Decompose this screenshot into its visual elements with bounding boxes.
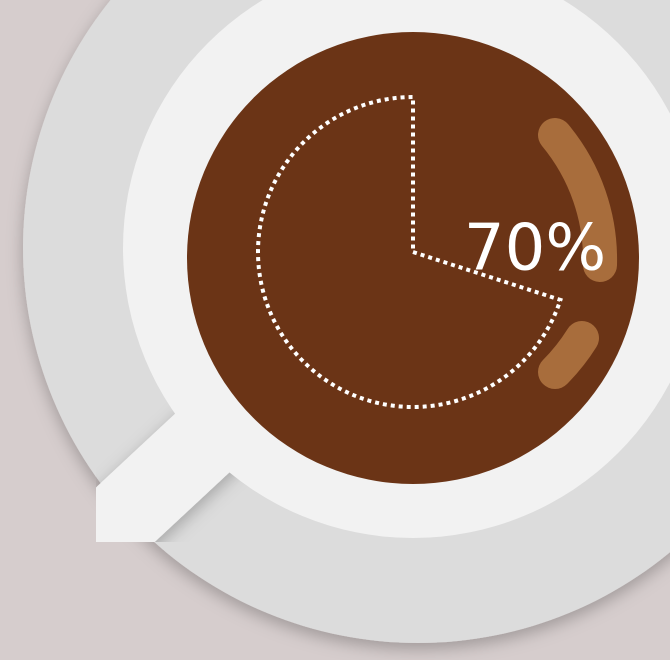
- coffee: [187, 32, 639, 484]
- highlight: [538, 118, 618, 282]
- plot: 70%: [256, 94, 606, 409]
- value-label: 70%: [464, 212, 606, 286]
- pie-slice: [256, 94, 563, 409]
- highlight: [538, 321, 599, 389]
